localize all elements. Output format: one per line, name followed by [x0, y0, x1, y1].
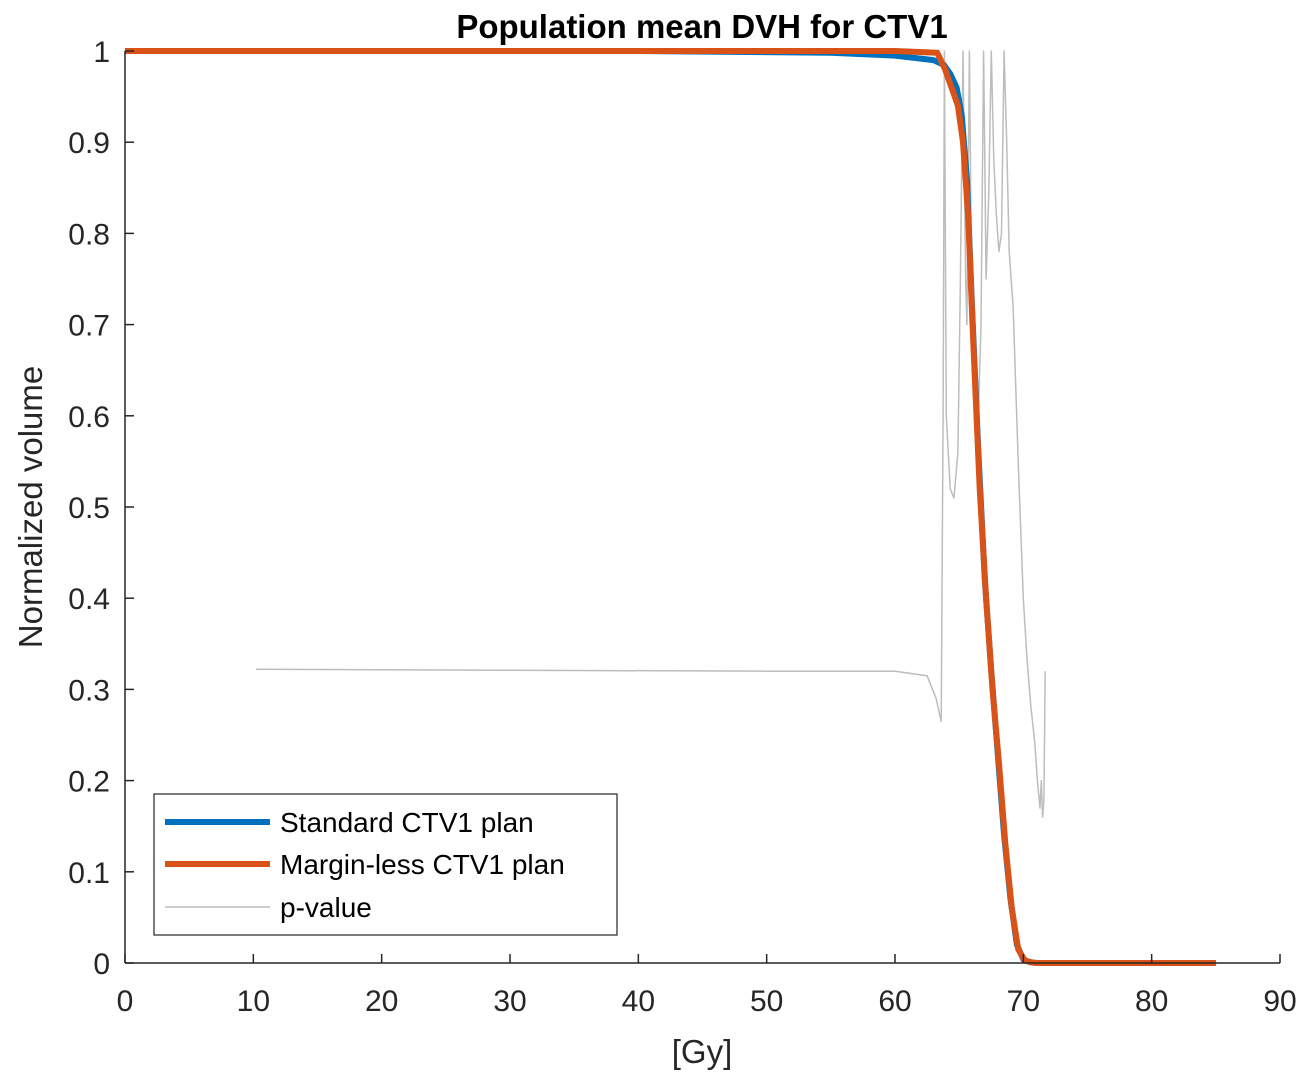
series-layer	[125, 48, 1216, 966]
x-tick-label: 10	[237, 985, 270, 1018]
x-tick-label: 20	[365, 985, 398, 1018]
y-tick-label: 0.3	[68, 674, 110, 707]
x-tick-label: 70	[1007, 985, 1040, 1018]
legend-label-standard: Standard CTV1 plan	[280, 807, 534, 838]
y-axis-label: Normalized volume	[12, 366, 49, 648]
x-tick-label: 90	[1263, 985, 1296, 1018]
y-tick-label: 1	[93, 36, 110, 69]
series-line-pvalue	[255, 50, 1046, 818]
y-tick-label: 0.6	[68, 401, 110, 434]
x-tick-label: 30	[493, 985, 526, 1018]
chart-title: Population mean DVH for CTV1	[456, 8, 947, 45]
y-ticks: 0 0.1 0.2 0.3 0.4 0.5 0.6 0.7 0.8 0.9 1	[68, 36, 134, 981]
series-line-marginless	[125, 48, 1216, 966]
y-tick-label: 0.1	[68, 857, 110, 890]
legend: Standard CTV1 plan Margin-less CTV1 plan…	[153, 793, 618, 936]
y-tick-label: 0.9	[68, 127, 110, 160]
x-tick-label: 50	[750, 985, 783, 1018]
x-tick-label: 60	[878, 985, 911, 1018]
x-tick-label: 0	[117, 985, 134, 1018]
legend-label-marginless: Margin-less CTV1 plan	[280, 849, 565, 880]
x-tick-label: 40	[622, 985, 655, 1018]
legend-label-pvalue: p-value	[280, 892, 372, 923]
y-tick-label: 0	[93, 948, 110, 981]
x-tick-label: 80	[1135, 985, 1168, 1018]
x-ticks: 0 10 20 30 40 50 60 70 80 90	[117, 954, 1297, 1018]
x-axis-label: [Gy]	[672, 1033, 733, 1070]
y-tick-label: 0.7	[68, 310, 110, 343]
y-tick-label: 0.4	[68, 583, 110, 616]
y-tick-label: 0.2	[68, 766, 110, 799]
y-tick-label: 0.8	[68, 218, 110, 251]
y-tick-label: 0.5	[68, 492, 110, 525]
